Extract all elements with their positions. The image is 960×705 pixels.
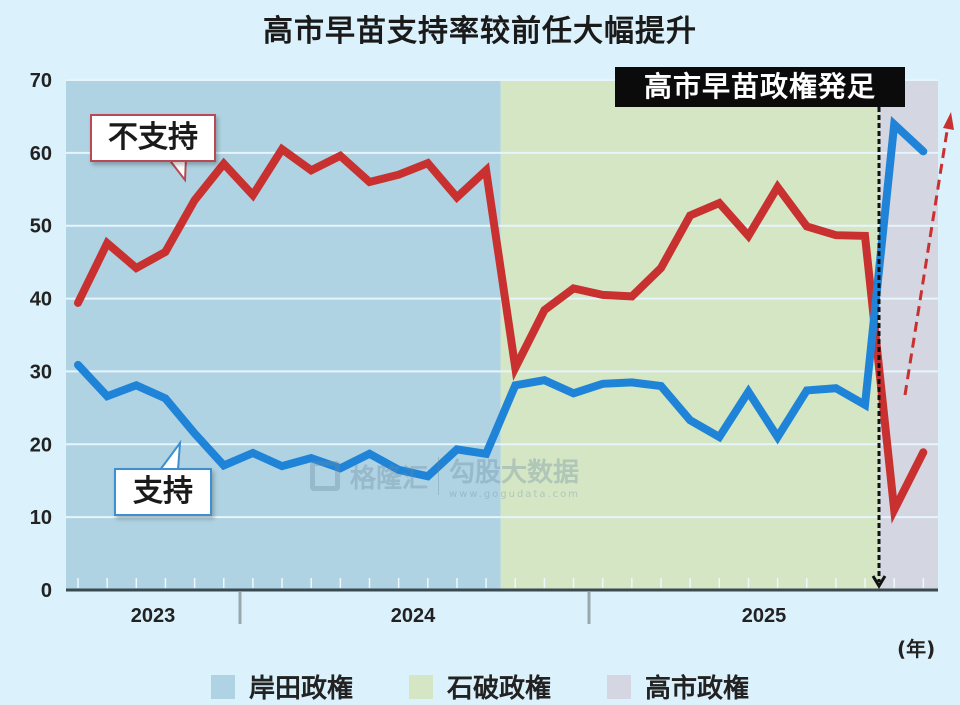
y-tick-label: 0 [41, 580, 52, 602]
y-tick-label: 50 [30, 216, 52, 238]
watermark-logo-icon [310, 461, 340, 491]
watermark-brand2: 勾股大数据 [449, 458, 580, 488]
legend-item-kishida: 岸田政権 [210, 668, 353, 705]
y-tick-label: 40 [30, 289, 52, 311]
chart-title: 高市早苗支持率较前任大幅提升 [263, 14, 697, 49]
approve-callout: 支持 [114, 468, 212, 516]
legend-label: 高市政権 [645, 674, 750, 704]
y-tick-label: 10 [30, 507, 52, 529]
y-tick-label: 20 [30, 434, 52, 456]
region-2 [500, 80, 880, 590]
y-tick-label: 70 [30, 70, 52, 92]
x-year-label: 2024 [391, 605, 436, 627]
y-tick-label: 30 [30, 361, 52, 383]
legend-label: 岸田政権 [248, 674, 353, 704]
legend-item-ishiba: 石破政権 [408, 668, 551, 705]
watermark-brand1: 格隆汇 [350, 463, 429, 494]
disapprove-callout: 不支持 [90, 114, 216, 162]
arrow-up-icon [943, 112, 954, 130]
x-minor-ticks [77, 578, 925, 588]
legend-item-takaichi: 高市政権 [607, 668, 749, 705]
legend: 岸田政権 石破政権 高市政権 [0, 668, 960, 705]
x-axis: 2023 2024 2025 [66, 588, 938, 627]
approve-line [74, 116, 928, 481]
trend-arrow-line [903, 124, 950, 396]
annotations [158, 107, 954, 589]
disapprove-line [74, 143, 928, 524]
gridlines [66, 79, 938, 519]
watermark: 格隆汇 勾股大数据 www.gogudata.com [310, 452, 580, 500]
watermark-divider [438, 457, 440, 495]
data-lines [74, 116, 928, 524]
y-tick-label: 60 [30, 143, 52, 165]
legend-label: 石破政権 [446, 674, 551, 704]
watermark-brand2-block: 勾股大数据 www.gogudata.com [449, 452, 580, 500]
legend-swatch [408, 674, 433, 699]
x-year-label: 2025 [742, 605, 787, 627]
legend-swatch [210, 674, 235, 699]
legend-swatch [607, 674, 631, 699]
watermark-url: www.gogudata.com [449, 489, 581, 500]
x-year-label: 2023 [131, 605, 176, 627]
x-axis-unit: (年) [897, 637, 936, 661]
inauguration-banner: 高市早苗政権発足 [615, 67, 905, 107]
y-axis-ticks: 0 10 20 30 40 50 60 70 [30, 70, 52, 602]
arrow-down-icon [871, 575, 887, 589]
